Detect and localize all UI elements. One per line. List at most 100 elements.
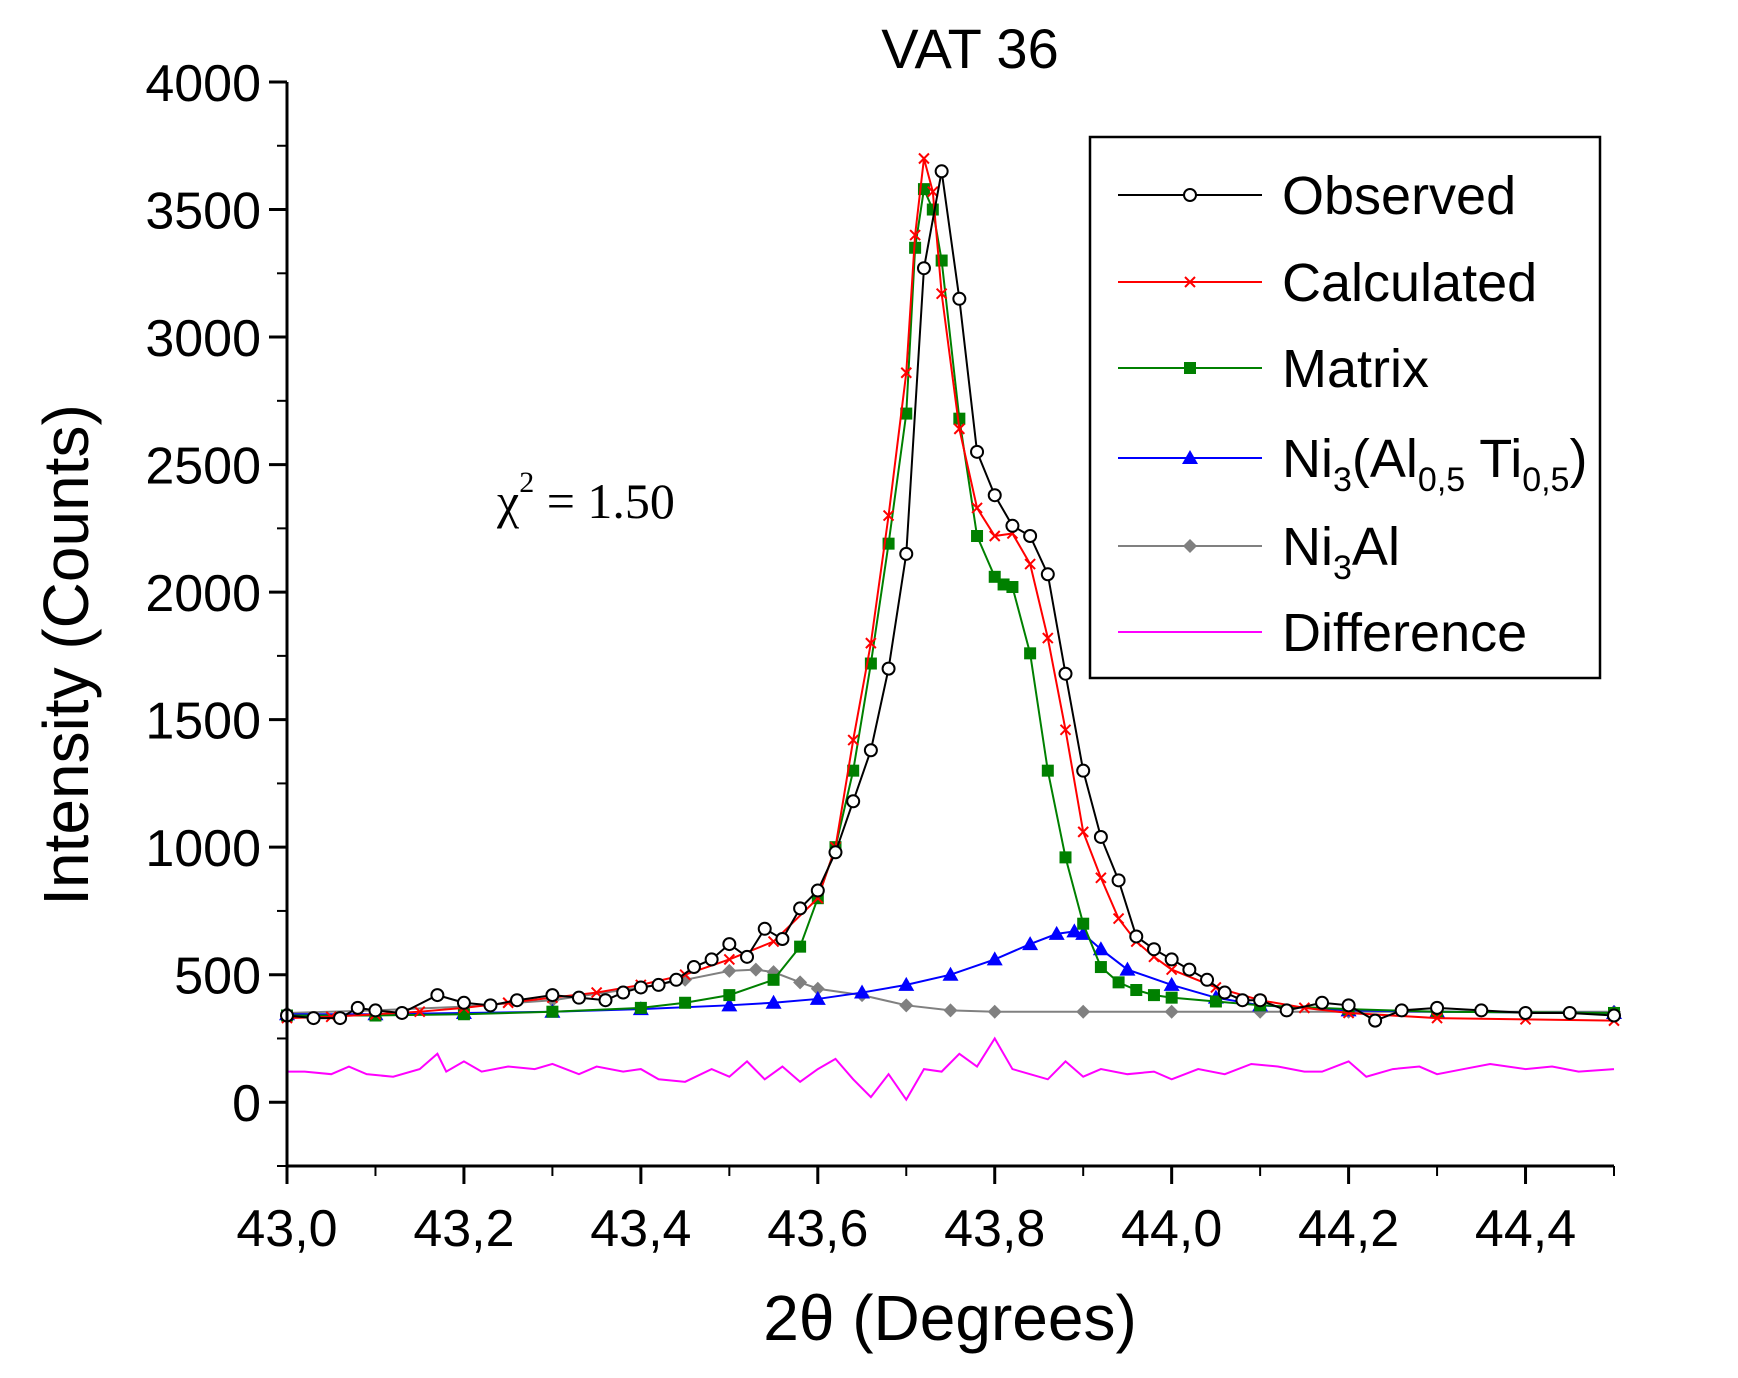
- data-point-matrix: [1112, 976, 1125, 989]
- data-point-observed: [934, 164, 949, 179]
- data-point-ni3al: [748, 962, 763, 977]
- data-point-matrix: [900, 407, 913, 420]
- data-point-observed: [740, 949, 755, 964]
- data-point-observed: [1182, 962, 1197, 977]
- data-point-matrix: [723, 989, 736, 1002]
- data-point-calculated: [1077, 826, 1089, 838]
- legend: Observed Calculated Matrix Ni3(Al0,5 Ti0,5)…: [1088, 135, 1602, 680]
- data-point-calculated: [1112, 912, 1125, 925]
- data-point-calculated: [723, 953, 736, 966]
- legend-label: Observed: [1282, 166, 1516, 226]
- chi-symbol: χ: [496, 473, 519, 529]
- legend-swatch-marker: [1184, 276, 1196, 288]
- data-point-observed: [1111, 873, 1126, 888]
- data-point-ni3-al0-5-ti0-5-: [1075, 925, 1092, 940]
- data-point-observed: [1315, 995, 1330, 1010]
- data-point-matrix: [1024, 647, 1037, 660]
- data-point-observed: [863, 743, 878, 758]
- data-point-observed: [828, 845, 843, 860]
- data-point-matrix: [1094, 961, 1107, 974]
- y-tick-label: 3000: [145, 310, 261, 368]
- x-tick-label: 43,4: [590, 1200, 691, 1258]
- data-point-observed: [669, 972, 684, 987]
- x-tick-label: 43,0: [236, 1200, 337, 1258]
- series-observed: [280, 164, 1621, 1028]
- legend-item-calculated: Calculated: [1118, 253, 1537, 313]
- series-line-calculated: [286, 158, 1615, 1022]
- data-point-observed: [1058, 666, 1073, 681]
- data-point-observed: [793, 901, 808, 916]
- data-point-ni3al: [1076, 1004, 1091, 1019]
- data-point-calculated: [865, 637, 877, 649]
- data-point-observed: [1430, 1000, 1445, 1015]
- legend-label: Difference: [1282, 603, 1527, 663]
- data-point-ni3-al0-5-ti0-5-: [854, 984, 871, 999]
- data-point-calculated: [882, 509, 895, 522]
- data-point-observed: [952, 291, 967, 306]
- data-point-ni3-al0-5-ti0-5-: [1163, 976, 1180, 991]
- data-point-calculated: [927, 185, 939, 198]
- legend-swatch-marker: [1184, 362, 1196, 374]
- x-tick-label: 44,4: [1475, 1200, 1576, 1258]
- data-point-calculated: [1431, 1012, 1443, 1024]
- data-point-calculated: [1095, 872, 1107, 884]
- x-tick-label: 43,2: [413, 1200, 514, 1258]
- data-point-ni3-al0-5-ti0-5-: [809, 990, 826, 1005]
- data-point-matrix: [1041, 764, 1054, 777]
- x-axis-label: 2θ (Degrees): [763, 1282, 1137, 1354]
- data-point-observed: [651, 977, 666, 992]
- y-tick-label: 1000: [145, 820, 261, 878]
- data-point-ni3al: [793, 975, 808, 990]
- data-point-observed: [757, 921, 772, 936]
- data-point-observed: [1217, 985, 1232, 1000]
- data-point-matrix: [1147, 989, 1160, 1002]
- data-point-matrix: [767, 973, 780, 986]
- legend-item-ni3al: Ni3Al: [1118, 517, 1400, 587]
- data-point-calculated: [590, 986, 603, 999]
- data-point-observed: [1200, 972, 1215, 987]
- data-point-calculated: [935, 287, 948, 300]
- data-point-observed: [510, 993, 525, 1008]
- data-point-calculated: [1059, 724, 1072, 736]
- data-point-matrix: [457, 1008, 470, 1021]
- data-point-observed: [881, 661, 896, 676]
- data-point-calculated: [1042, 632, 1054, 644]
- data-point-observed: [899, 546, 914, 561]
- data-point-observed: [1093, 829, 1108, 844]
- data-point-observed: [1146, 942, 1161, 957]
- data-point-matrix: [794, 940, 807, 953]
- data-point-observed: [1279, 1003, 1294, 1018]
- data-point-ni3-al0-5-ti0-5-: [721, 997, 738, 1012]
- data-point-observed: [970, 444, 985, 459]
- data-point-calculated: [918, 152, 930, 165]
- x-tick-label: 44,2: [1298, 1200, 1399, 1258]
- data-point-ni3-al0-5-ti0-5-: [1066, 923, 1083, 938]
- data-point-observed: [616, 985, 631, 1000]
- y-tick-label: 2500: [145, 438, 261, 496]
- data-point-observed: [571, 990, 586, 1005]
- legend-label: Matrix: [1282, 339, 1429, 399]
- data-point-observed: [1164, 952, 1179, 967]
- y-axis-ticks: 0 500 1000 1500 2000 2500 3000 3500 4000: [145, 55, 287, 1167]
- data-point-calculated: [1165, 963, 1178, 976]
- y-tick-label: 2000: [145, 565, 261, 623]
- data-point-observed: [1474, 1003, 1489, 1018]
- data-point-observed: [916, 261, 931, 276]
- data-point-observed: [1040, 567, 1055, 582]
- y-tick-label: 0: [232, 1075, 261, 1133]
- data-point-observed: [1518, 1005, 1533, 1020]
- data-point-ni3al: [722, 963, 737, 978]
- data-point-observed: [1023, 529, 1038, 544]
- data-point-ni3-al0-5-ti0-5-: [1119, 961, 1136, 976]
- data-point-matrix: [1059, 851, 1072, 864]
- legend-item-difference: Difference: [1118, 603, 1527, 663]
- data-point-observed: [306, 1011, 321, 1026]
- data-point-ni3-al0-5-ti0-5-: [942, 966, 959, 981]
- data-point-observed: [1253, 993, 1268, 1008]
- y-axis-label: Intensity (Counts): [30, 404, 102, 906]
- legend-box: [1088, 135, 1602, 680]
- data-point-observed: [598, 993, 613, 1008]
- legend-label: Ni3(Al0,5 Ti0,5): [1282, 429, 1587, 499]
- data-point-observed: [1005, 518, 1020, 533]
